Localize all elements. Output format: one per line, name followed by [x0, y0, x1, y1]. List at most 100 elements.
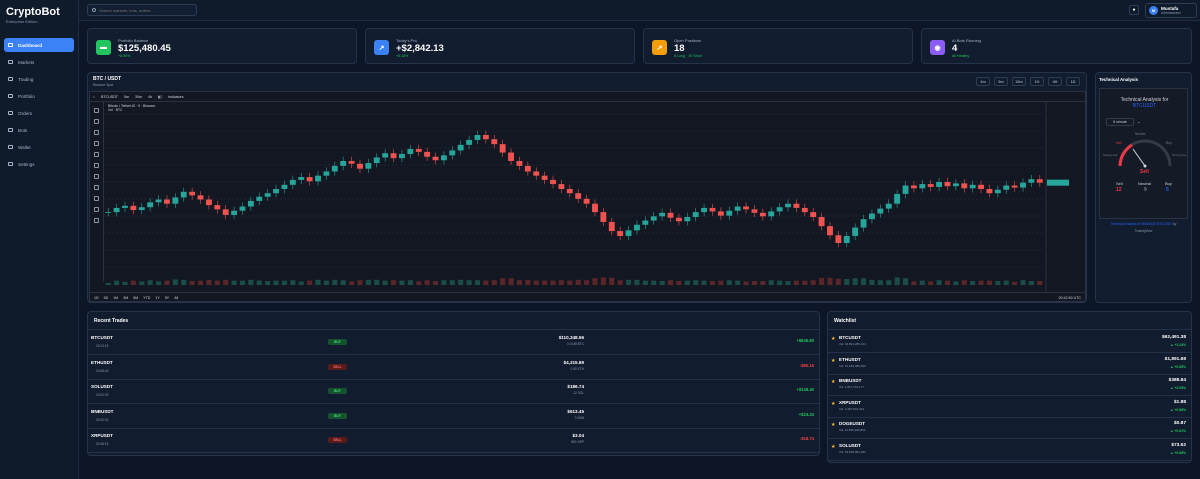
crosshair-icon[interactable]: [94, 108, 99, 113]
sidebar-item-portfolio[interactable]: Portfolio: [4, 89, 74, 103]
lock-icon[interactable]: [94, 218, 99, 223]
volume-bar: [659, 281, 665, 285]
ta-interval-select[interactable]: 5 minute: [1106, 118, 1134, 126]
table-row[interactable]: XRPUSDT 20:48:15 SELL $3.04 850 XRP -$18.74: [88, 429, 819, 453]
candle: [734, 206, 741, 211]
markets-icon: [8, 60, 13, 64]
ta-count-label-neutral: Neutral: [1138, 181, 1151, 186]
volume-bar: [181, 279, 187, 285]
volume-bar: [785, 281, 791, 285]
measure-icon[interactable]: [94, 163, 99, 168]
watchlist-panel: Watchlist ★ BTCUSDT Vol: 42,891,286,104 $62…: [827, 311, 1192, 463]
volume-bar: [491, 280, 497, 285]
tv-interval-4h[interactable]: 4h: [148, 94, 152, 99]
range-ytd[interactable]: YTD: [143, 295, 151, 300]
trendline-icon[interactable]: [94, 119, 99, 124]
ta-footer-link[interactable]: Technical Analysis for BINANCE:BTCUSDT b…: [1099, 222, 1188, 226]
candle: [449, 150, 456, 156]
range-1y[interactable]: 1Y: [155, 295, 160, 300]
candle-type-icon[interactable]: ▮▯: [158, 94, 162, 99]
candle: [239, 206, 246, 211]
star-icon[interactable]: ★: [831, 357, 836, 364]
list-item[interactable]: ★ BNBUSDT Vol: 1,817,791,177 $388.84 ▲ +2.08…: [828, 375, 1191, 396]
candle: [776, 207, 783, 212]
emoji-icon[interactable]: [94, 185, 99, 190]
ta-widget[interactable]: Technical Analysis for BTCUSDT 5 minute …: [1099, 88, 1188, 219]
range-3m[interactable]: 3M: [123, 295, 129, 300]
tradingview-widget[interactable]: ⌕ BTCUSDT 5m 30m 4h ▮▯ Indicators Bitcoi…: [89, 91, 1086, 302]
sidebar-nav: Dashboard Markets Trading Portfolio Orde…: [4, 38, 74, 174]
timeframe-5m[interactable]: 5m: [994, 77, 1008, 86]
search-icon: ⌕: [93, 94, 96, 99]
sidebar-item-markets[interactable]: Markets: [4, 55, 74, 69]
sidebar-item-trading[interactable]: Trading: [4, 72, 74, 86]
price-chart[interactable]: [104, 102, 1071, 292]
candle: [634, 224, 640, 231]
trade-qty: 0.0148 BTC: [566, 342, 584, 346]
list-item[interactable]: ★ ETHUSDT Vol: 21,189,485,093 $1,891.68 ▲ +0…: [828, 354, 1191, 375]
list-item[interactable]: ★ DOGEUSDT Vol: 11,595,290,852 $0.87 ▲ +0.61…: [828, 418, 1191, 439]
tv-volume-label: Vol · BTC: [108, 108, 123, 112]
text-icon[interactable]: [94, 174, 99, 179]
ta-footer-brand: TradingView: [1134, 229, 1153, 233]
star-icon[interactable]: ★: [831, 400, 836, 407]
volume-bar: [928, 281, 934, 285]
volume-bar: [172, 279, 178, 285]
trade-qty: 12 SOL: [573, 391, 584, 395]
list-item[interactable]: ★ XRPUSDT Vol: 3,487,801,334 $1.88 ▲ +0.86%: [828, 397, 1191, 418]
range-5d[interactable]: 5D: [103, 295, 109, 300]
tv-clock: 20:42:50 UTC: [1058, 295, 1081, 300]
timeframe-1d[interactable]: 1D: [1066, 77, 1080, 86]
watch-volume: Vol: 42,891,286,104: [839, 342, 866, 346]
prediction-icon[interactable]: [94, 152, 99, 157]
star-icon[interactable]: ★: [831, 379, 836, 385]
range-1m[interactable]: 1M: [113, 295, 119, 300]
timeframe-1m[interactable]: 1m: [976, 77, 990, 86]
timeframe-1h[interactable]: 1H: [1030, 77, 1044, 86]
range-6m[interactable]: 6M: [133, 295, 139, 300]
range-5y[interactable]: 5Y: [164, 295, 170, 300]
volume-bar: [130, 280, 136, 285]
sidebar-item-orders[interactable]: Orders: [4, 106, 74, 120]
sidebar-item-settings[interactable]: Settings: [4, 157, 74, 171]
volume-bar: [399, 280, 405, 285]
tv-indicators-button[interactable]: Indicators: [167, 94, 184, 99]
notification-button[interactable]: ●: [1129, 5, 1139, 15]
timeframe-4h[interactable]: 4H: [1048, 77, 1062, 86]
tv-interval-5m[interactable]: 5m: [124, 94, 129, 99]
zoom-icon[interactable]: [94, 207, 99, 212]
table-row[interactable]: BTCUSDT 20:23:15 BUY $110,348.56 0.0148 BTC +…: [88, 331, 819, 355]
list-item[interactable]: ★ SOLUSDT Vol: 53,818,961,483 $73.52 ▲ +0.68…: [828, 440, 1191, 461]
star-icon[interactable]: ★: [831, 336, 836, 342]
ta-count-label-buy: Buy: [1165, 181, 1172, 186]
search-box[interactable]: [87, 4, 197, 16]
sidebar-item-wallet[interactable]: Wallet: [4, 140, 74, 154]
candle: [113, 207, 120, 213]
pattern-icon[interactable]: [94, 141, 99, 146]
fib-icon[interactable]: [94, 130, 99, 135]
star-icon[interactable]: ★: [831, 422, 836, 428]
volume-bar: [735, 280, 741, 285]
volume-bar: [407, 280, 413, 285]
list-item[interactable]: ★ BTCUSDT Vol: 42,891,286,104 $62,491.38 ▲ +…: [828, 332, 1191, 353]
ruler-icon[interactable]: [94, 196, 99, 201]
volume-bar: [944, 280, 950, 285]
volume-bar: [751, 281, 757, 285]
tv-symbol[interactable]: BTCUSDT: [101, 94, 118, 99]
timeframe-15m[interactable]: 15m: [1012, 77, 1026, 86]
robot-icon: [8, 128, 13, 132]
table-row[interactable]: SOLUSDT 20:00:03 BUY $186.74 12 SOL +$148.40: [88, 380, 819, 404]
user-menu[interactable]: M Mustafa Administrator: [1145, 3, 1197, 18]
tv-interval-30m[interactable]: 30m: [135, 94, 142, 99]
range-1d[interactable]: 1D: [94, 295, 99, 300]
sidebar-item-dashboard[interactable]: Dashboard: [4, 38, 74, 52]
search-input[interactable]: [99, 7, 194, 13]
range-all[interactable]: All: [174, 295, 179, 300]
star-icon[interactable]: ★: [831, 443, 836, 450]
sidebar-item-bots[interactable]: Bots: [4, 123, 74, 137]
candle: [600, 212, 607, 222]
table-row[interactable]: BNBUSDT 20:40:02 BUY $613.45 3 BNB +$24.33: [88, 405, 819, 429]
volume-bar: [676, 281, 682, 285]
table-row[interactable]: ETHUSDT 20:08:42 SELL $4,315.89 0.80 ETH -$80…: [88, 356, 819, 380]
volume-bar: [642, 280, 648, 285]
